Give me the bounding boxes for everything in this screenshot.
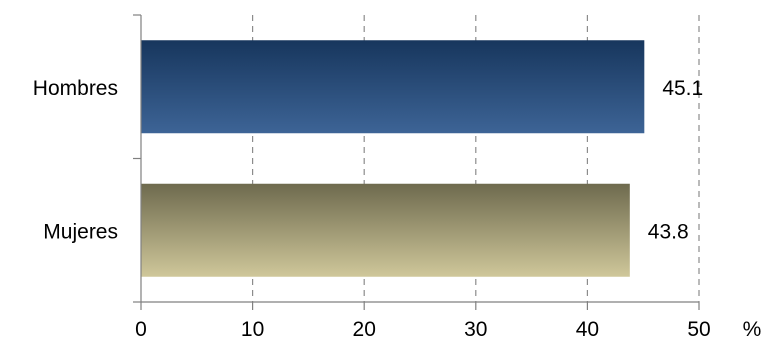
- category-label-mujeres: Mujeres: [43, 220, 118, 243]
- x-tick-label-20: 20: [353, 318, 376, 341]
- category-label-hombres: Hombres: [33, 77, 118, 100]
- bars: [141, 40, 645, 277]
- data-label-hombres: 45.1: [662, 77, 703, 100]
- x-tick-label-10: 10: [241, 318, 264, 341]
- x-tick-label-30: 30: [464, 318, 487, 341]
- axes: [133, 14, 700, 310]
- x-tick-label-40: 40: [576, 318, 599, 341]
- bar-mujeres: [141, 183, 630, 277]
- unit-label: %: [743, 318, 762, 341]
- labels: 45.1 Hombres 43.8 Mujeres 0 10 20 30 40 50%: [33, 77, 762, 341]
- bar-hombres: [141, 40, 645, 134]
- data-label-mujeres: 43.8: [648, 220, 689, 243]
- x-tick-label-0: 0: [135, 318, 147, 341]
- x-tick-label-50: 50: [687, 318, 710, 341]
